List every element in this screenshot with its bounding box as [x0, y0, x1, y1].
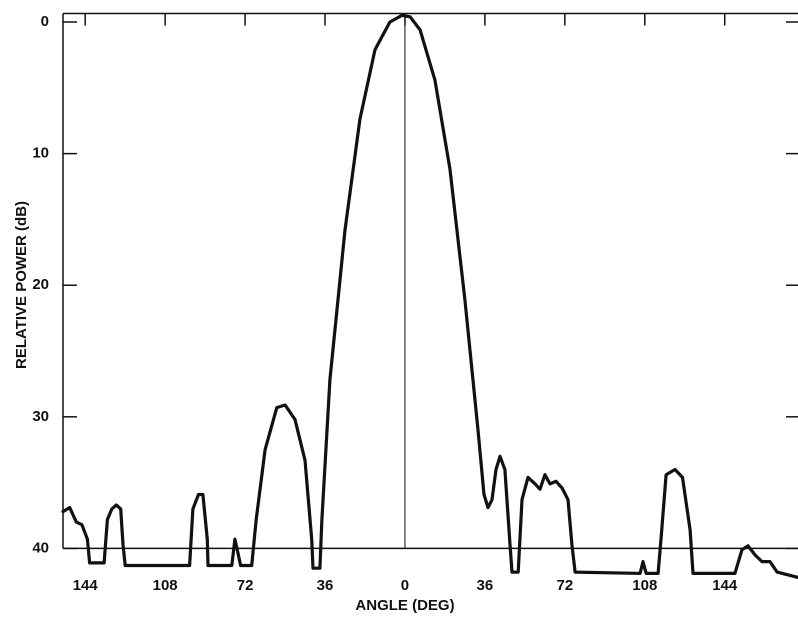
- x-tick-label: 108: [153, 577, 178, 594]
- x-tick-label: 0: [401, 577, 409, 594]
- y-axis-title: RELATIVE POWER (dB): [13, 201, 30, 369]
- y-tick-label: 20: [32, 276, 49, 293]
- y-tick-label: 0: [41, 13, 49, 30]
- x-tick-label: 36: [317, 577, 334, 594]
- y-tick-label: 10: [32, 145, 49, 162]
- x-tick-label: 144: [712, 577, 738, 594]
- x-tick-label: 144: [73, 577, 99, 594]
- x-tick-label: 108: [632, 577, 657, 594]
- x-tick-label: 36: [477, 577, 494, 594]
- y-tick-label: 30: [32, 408, 49, 425]
- x-tick-label: 72: [556, 577, 573, 594]
- pattern-line: [61, 13, 798, 579]
- x-tick-label: 72: [237, 577, 254, 594]
- y-tick-label: 40: [32, 539, 49, 556]
- x-axis-title: ANGLE (DEG): [355, 597, 454, 614]
